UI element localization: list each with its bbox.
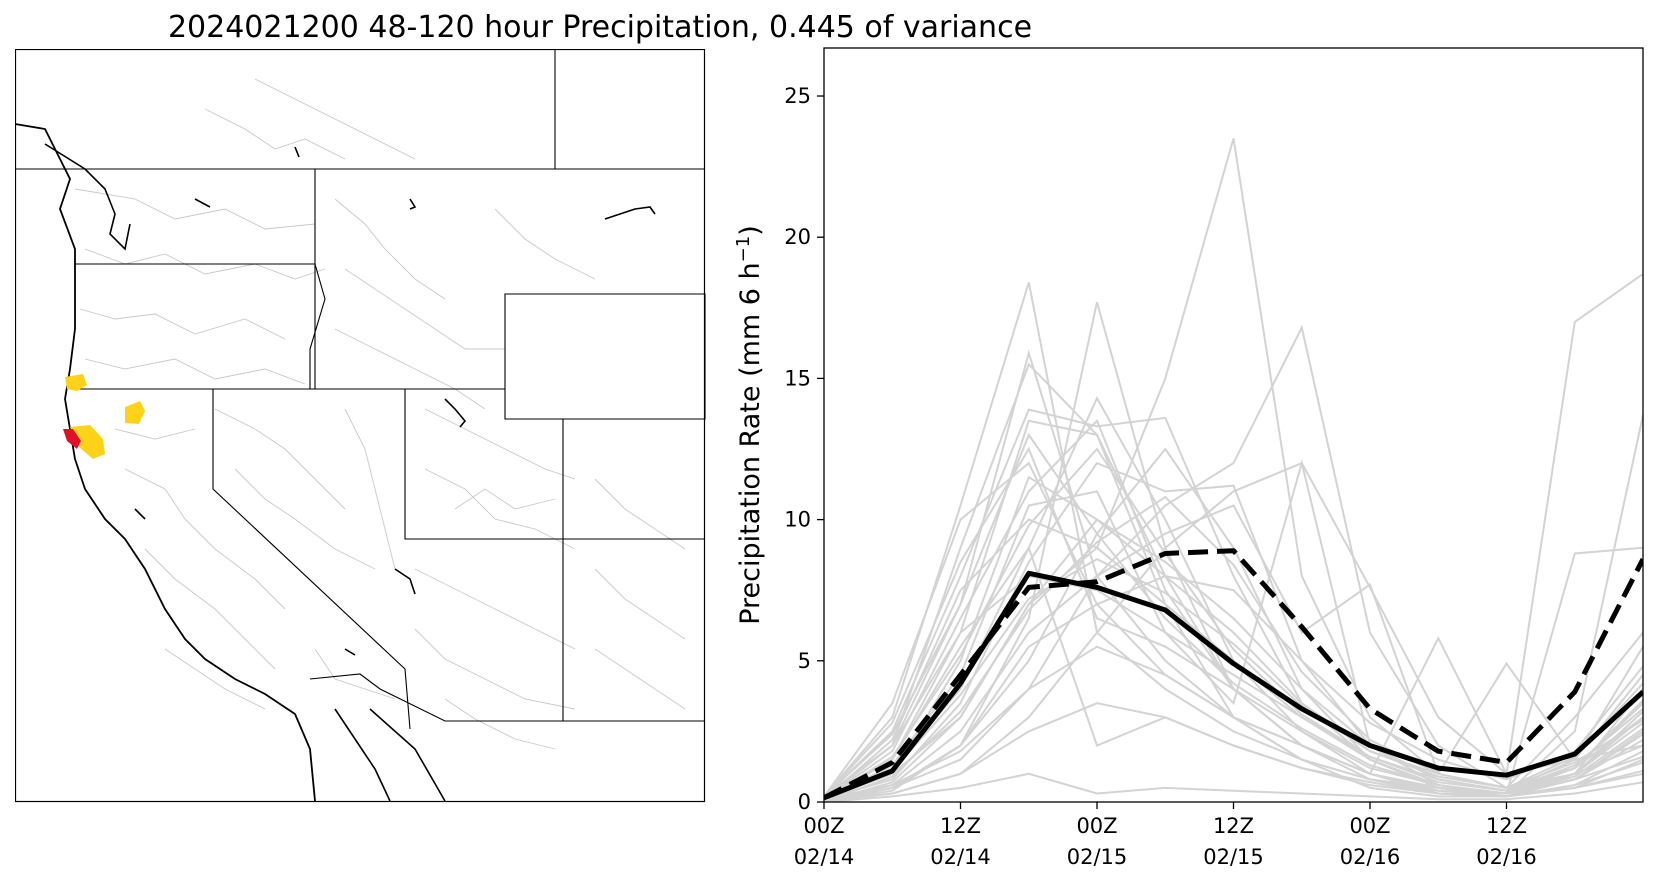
- ensemble-member-line-2: [824, 282, 1643, 798]
- plot-frame: [823, 47, 1644, 803]
- lakes: [134, 146, 656, 656]
- y-axis-label: Precipitation Rate (mm 6 h−1): [733, 225, 766, 625]
- ensemble-member-line-6: [824, 349, 1643, 798]
- x-tick-date-0: 02/14: [794, 845, 855, 869]
- x-tick-time-5: 12Z: [1486, 814, 1527, 838]
- ensemble-member-line-9: [824, 395, 1643, 801]
- solid-mean-line: [824, 570, 1643, 801]
- y-tick-label-10: 10: [784, 508, 811, 532]
- ensemble-member-line-16: [824, 504, 1643, 802]
- y-tick-label-20: 20: [784, 225, 811, 249]
- x-tick-time-4: 00Z: [1349, 814, 1390, 838]
- baja-peninsula: [334, 708, 391, 802]
- ensemble-member-line-21: [824, 459, 1643, 801]
- basin-high: [63, 429, 81, 449]
- ensemble-member-line-7: [824, 273, 1643, 802]
- pacific-coastline: [15, 123, 316, 802]
- ensemble-member-line-27: [824, 702, 1643, 802]
- x-tick-date-1: 02/14: [930, 845, 991, 869]
- x-tick-date-4: 02/16: [1340, 845, 1401, 869]
- ensemble-member-line-26: [824, 645, 1643, 801]
- dashed-mean-line: [824, 548, 1643, 801]
- ensemble-member-line-20: [824, 545, 1643, 801]
- x-tick-date-3: 02/15: [1203, 845, 1264, 869]
- x-tick-time-3: 12Z: [1213, 814, 1254, 838]
- ensemble-member-line-13: [824, 418, 1643, 801]
- ensemble-member-line-25: [824, 772, 1643, 802]
- ensemble-member-line-11: [824, 461, 1643, 801]
- y-tick-label-5: 5: [798, 649, 811, 673]
- western-us-basin-map: [15, 49, 706, 803]
- ensemble-member-line-1: [824, 419, 1643, 801]
- state-boundaries: [15, 49, 706, 730]
- x-tick-date-2: 02/15: [1067, 845, 1128, 869]
- ensemble-member-line-29: [824, 447, 1643, 801]
- ensemble-member-line-22: [824, 575, 1643, 802]
- x-tick-time-0: 00Z: [803, 814, 844, 838]
- watershed-boundaries: [74, 78, 686, 750]
- ensemble-member-line-24: [824, 557, 1643, 801]
- ensemble-member-line-8: [824, 362, 1643, 800]
- basin-moderate-coast: [70, 425, 105, 459]
- ensemble-member-line-3: [824, 301, 1643, 802]
- x-tick-time-2: 00Z: [1076, 814, 1117, 838]
- ensemble-member-line-14: [824, 461, 1643, 798]
- ensemble-member-line-4: [824, 138, 1643, 801]
- basin-moderate-inland: [125, 401, 145, 424]
- y-tick-label-15: 15: [784, 366, 811, 390]
- gulf-coast: [369, 708, 446, 802]
- ensemble-member-line-23: [824, 575, 1643, 798]
- ensemble-member-line-12: [824, 414, 1643, 802]
- x-tick-time-1: 12Z: [940, 814, 981, 838]
- ensemble-member-line-15: [824, 475, 1643, 801]
- y-tick-label-25: 25: [784, 84, 811, 108]
- ensemble-member-line-19: [824, 518, 1643, 802]
- ensemble-member-line-28: [824, 432, 1643, 798]
- ensemble-member-line-30: [824, 495, 1643, 802]
- figure-title: 2024021200 48-120 hour Precipitation, 0.…: [167, 10, 1033, 45]
- ensemble-member-line-10: [824, 408, 1643, 798]
- x-tick-date-5: 02/16: [1476, 845, 1537, 869]
- plot-area: [824, 138, 1643, 802]
- ensemble-member-line-18: [824, 446, 1643, 798]
- map-frame: [15, 49, 706, 803]
- y-tick-label-0: 0: [798, 790, 811, 814]
- ensemble-member-line-5: [824, 324, 1643, 802]
- basin-moderate-north: [65, 374, 87, 391]
- ensemble-member-line-17: [824, 518, 1643, 800]
